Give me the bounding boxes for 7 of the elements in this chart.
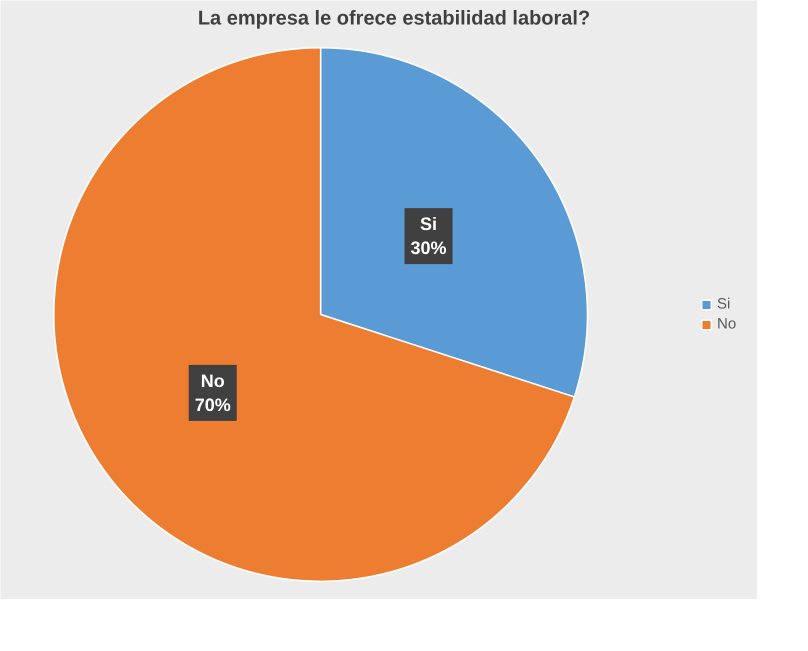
slice-label: No <box>200 370 225 391</box>
data-label: 70% <box>194 394 231 415</box>
slice-label: Si <box>420 214 438 234</box>
legend-label: Si <box>717 296 732 312</box>
legend-label: No <box>717 316 737 332</box>
chart-title: La empresa le ofrece estabilidad laboral? <box>198 8 590 30</box>
data-label: 30% <box>410 238 447 258</box>
